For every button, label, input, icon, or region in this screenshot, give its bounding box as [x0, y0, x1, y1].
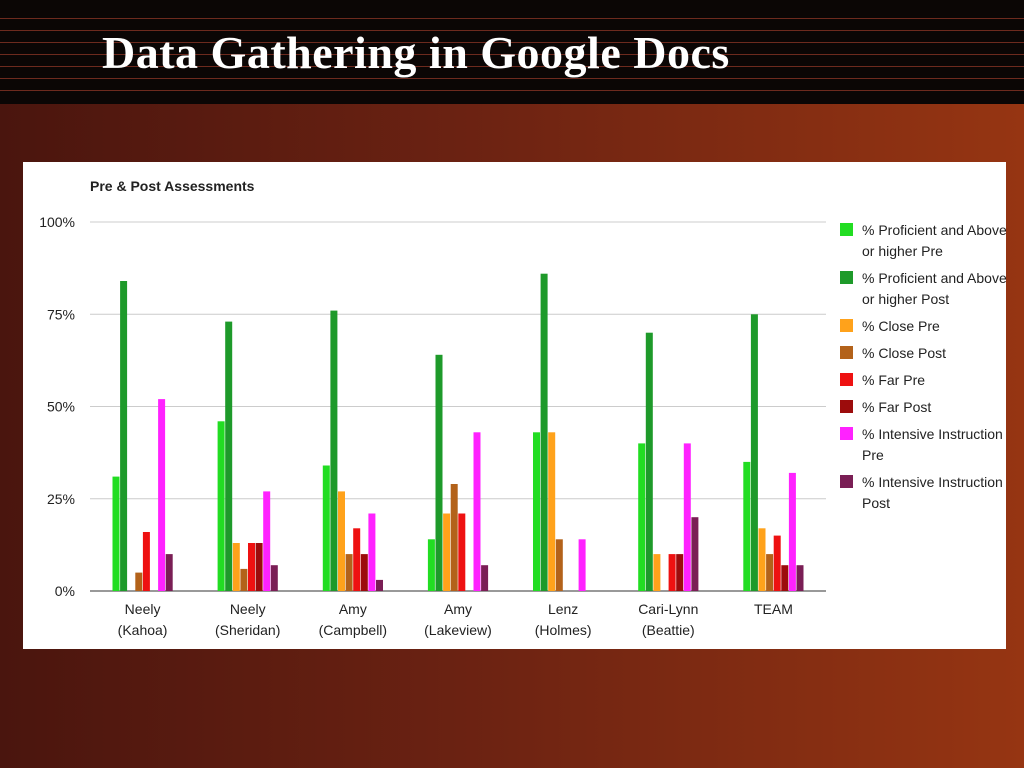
bar: [473, 432, 481, 591]
legend-item: % Proficient and Above or higher Post: [838, 268, 1008, 310]
bar: [743, 461, 751, 591]
chart-panel: Pre & Post Assessments 0% 25% 50% 75% 100% Ne…: [23, 162, 1008, 649]
legend-label: % Intensive Instruction Post: [862, 474, 1003, 511]
legend-swatch: [840, 400, 853, 413]
bar: [645, 332, 653, 591]
legend-item: % Close Post: [838, 343, 1008, 364]
bar: [758, 528, 766, 591]
bar: [750, 314, 758, 592]
bar: [427, 539, 435, 591]
legend-swatch: [840, 475, 853, 488]
legend-swatch: [840, 271, 853, 284]
legend-item: % Far Pre: [838, 370, 1008, 391]
y-tick-label: 25%: [47, 491, 75, 507]
legend-swatch: [840, 373, 853, 386]
legend-item: % Close Pre: [838, 316, 1008, 337]
bar: [450, 484, 458, 591]
legend-label: % Intensive Instruction Pre: [862, 426, 1003, 463]
bar: [796, 565, 804, 591]
bar: [578, 539, 586, 591]
bar: [158, 399, 166, 591]
bar: [248, 543, 255, 591]
legend-item: % Intensive Instruction Post: [838, 472, 1008, 514]
bar: [676, 554, 684, 591]
bar: [540, 273, 548, 591]
y-tick-label: 50%: [47, 399, 75, 415]
legend-item: % Far Post: [838, 397, 1008, 418]
header-line: [0, 90, 1024, 91]
bar: [766, 554, 774, 591]
slide-title: Data Gathering in Google Docs: [102, 27, 730, 78]
bar: [120, 281, 128, 591]
bar: [338, 491, 345, 591]
bar: [683, 443, 691, 591]
legend-label: % Close Pre: [862, 318, 940, 334]
y-tick-label: 0%: [55, 583, 75, 599]
bar: [353, 528, 361, 591]
bar: [240, 568, 248, 591]
bar: [781, 565, 789, 591]
bar: [376, 579, 383, 591]
header-line: [0, 18, 1024, 19]
bar: [112, 476, 120, 591]
y-tick-label: 75%: [47, 306, 75, 322]
bar: [368, 513, 376, 591]
x-tick-label: Neely (Sheridan): [215, 601, 280, 638]
bar: [435, 354, 443, 591]
bar: [653, 554, 661, 591]
slide-header: Data Gathering in Google Docs: [0, 0, 1024, 104]
legend-label: % Far Pre: [862, 372, 926, 388]
legend-label: % Close Post: [862, 345, 947, 361]
legend-label: % Far Post: [862, 399, 932, 415]
legend-item: % Intensive Instruction Pre: [838, 424, 1008, 466]
bar: [322, 465, 330, 591]
bar: [548, 432, 556, 591]
x-tick-label: Lenz (Holmes): [535, 601, 592, 638]
bar: [263, 491, 271, 591]
legend-swatch: [840, 427, 853, 440]
bar: [330, 310, 338, 591]
bar: [345, 554, 353, 591]
bar: [773, 535, 781, 591]
bar-chart: Pre & Post Assessments 0% 25% 50% 75% 100% Ne…: [39, 178, 826, 638]
bar: [638, 443, 646, 591]
bar: [360, 554, 368, 591]
legend-swatch: [840, 223, 853, 236]
bar: [165, 554, 173, 591]
legend-label: % Proficient and Above or higher Post: [862, 270, 1007, 307]
header-line: [0, 66, 1024, 67]
legend-swatch: [840, 319, 853, 332]
x-tick-label: Cari-Lynn (Beattie): [638, 601, 698, 638]
bar: [691, 517, 699, 591]
bar: [232, 543, 240, 591]
bar: [533, 432, 540, 591]
bar: [458, 513, 466, 591]
bar: [481, 565, 489, 591]
chart-legend: % Proficient and Above or higher Pre % Pr…: [838, 220, 1008, 520]
bar: [555, 539, 563, 591]
bar: [217, 421, 225, 591]
legend-swatch: [840, 346, 853, 359]
x-tick-label: Amy (Campbell): [319, 601, 387, 638]
header-line: [0, 54, 1024, 55]
y-tick-label: 100%: [39, 214, 75, 230]
bar: [443, 513, 451, 591]
header-line: [0, 42, 1024, 43]
header-line: [0, 78, 1024, 79]
bar: [255, 543, 263, 591]
header-line: [0, 30, 1024, 31]
bar: [270, 565, 278, 591]
bar: [668, 554, 676, 591]
legend-label: % Proficient and Above or higher Pre: [862, 222, 1007, 259]
x-tick-label: Amy (Lakeview): [424, 601, 492, 638]
x-tick-label: Neely (Kahoa): [118, 601, 168, 638]
bar: [225, 321, 233, 591]
bar: [788, 472, 796, 591]
chart-title: Pre & Post Assessments: [90, 178, 255, 194]
bar: [135, 572, 143, 591]
x-tick-label: TEAM: [754, 601, 793, 617]
legend-item: % Proficient and Above or higher Pre: [838, 220, 1008, 262]
bar: [142, 532, 150, 591]
